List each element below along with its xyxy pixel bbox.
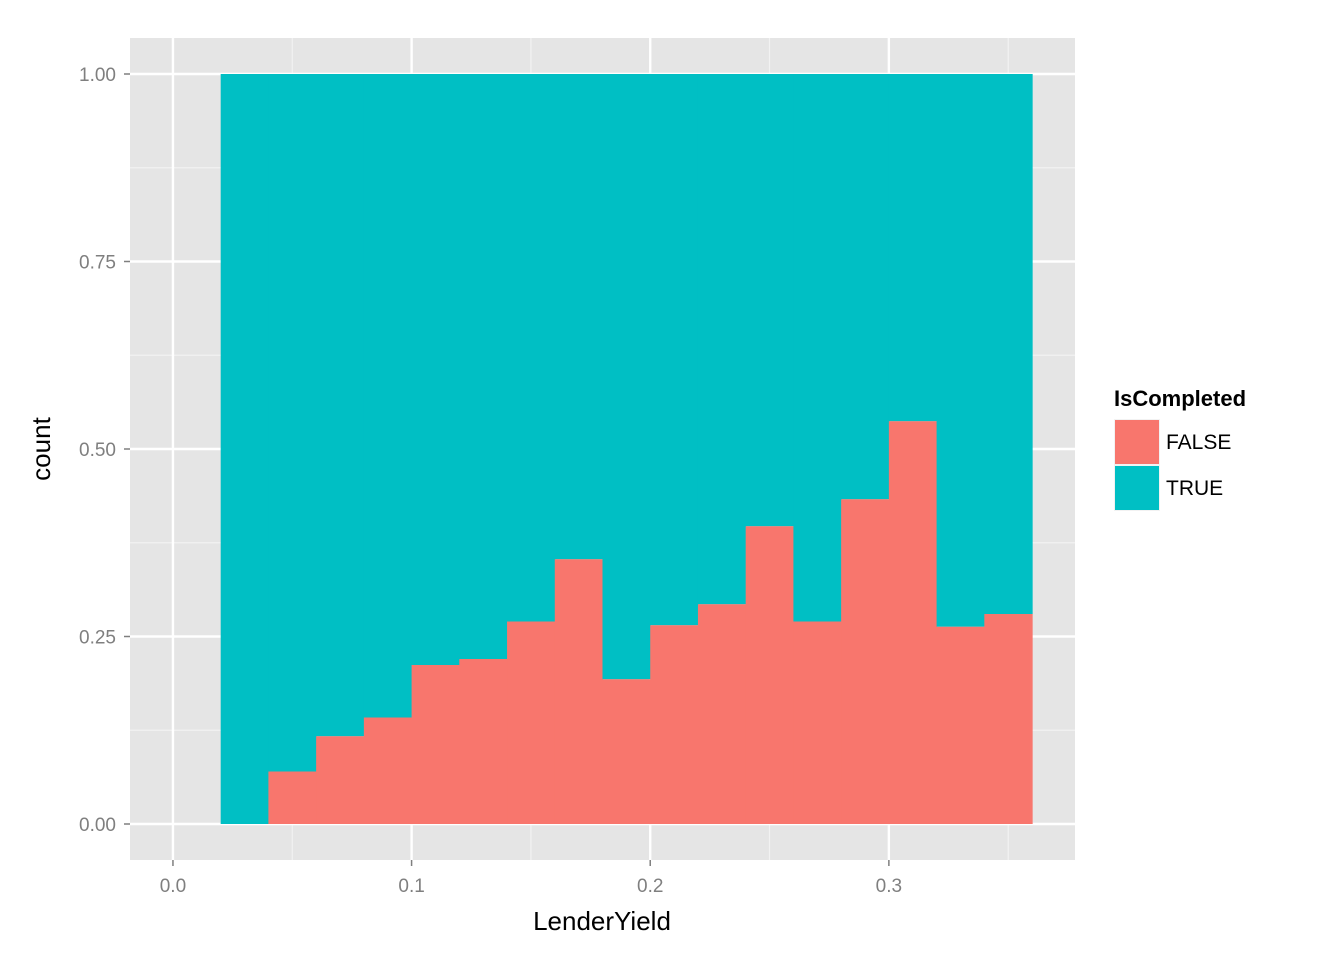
y-tick-label: 0.25 (79, 628, 116, 649)
y-axis: 0.00 0.25 0.50 0.75 1.00 (79, 65, 130, 836)
bar-true-bin-16 (984, 74, 1033, 614)
bar-true-bin-11 (745, 74, 795, 527)
bar-false-bin-12 (793, 621, 842, 824)
bar-true-bin-2 (316, 74, 365, 737)
legend-title: IsCompleted (1114, 386, 1246, 411)
bar-false-bin-14 (888, 421, 938, 824)
legend-key-false (1115, 420, 1159, 464)
y-axis-title: count (26, 416, 56, 480)
bar-true-bin-8 (602, 74, 651, 680)
bar-true-bin-6 (507, 74, 556, 622)
bar-true-bin-12 (793, 74, 842, 622)
legend-label-false: FALSE (1166, 431, 1231, 454)
bar-false-bin-7 (554, 559, 604, 824)
bar-true-bin-10 (697, 74, 747, 605)
x-tick-label: 0.1 (398, 876, 424, 897)
bar-false-bin-3 (363, 717, 413, 824)
bar-false-bin-6 (507, 621, 556, 824)
y-tick-label: 0.50 (79, 440, 116, 461)
bar-true-bin-13 (841, 74, 890, 500)
bar-false-bin-11 (745, 526, 795, 824)
legend-label-true: TRUE (1166, 477, 1223, 500)
bar-false-bin-10 (697, 604, 747, 824)
y-tick-label: 1.00 (79, 65, 116, 86)
bar-true-bin-4 (411, 74, 460, 665)
x-tick-label: 0.2 (637, 876, 663, 897)
bar-false-bin-16 (984, 614, 1033, 824)
bar-false-bin-2 (316, 736, 365, 824)
bar-true-bin-3 (363, 74, 413, 718)
bar-true-bin-0 (220, 74, 270, 824)
bar-false-bin-13 (841, 499, 890, 824)
y-tick-label: 0.00 (79, 815, 116, 836)
legend-key-true (1115, 466, 1159, 510)
legend: IsCompleted FALSE TRUE (1114, 386, 1246, 511)
x-tick-label: 0.0 (160, 876, 186, 897)
x-axis-title: LenderYield (533, 906, 671, 936)
bar-false-bin-9 (650, 625, 699, 824)
bar-false-bin-4 (411, 665, 460, 824)
bar-true-bin-9 (650, 74, 699, 626)
x-tick-label: 0.3 (876, 876, 902, 897)
bar-false-bin-8 (602, 679, 651, 824)
x-axis: 0.0 0.1 0.2 0.3 (160, 860, 902, 897)
bar-false-bin-1 (268, 771, 317, 824)
bar-false-bin-15 (936, 626, 985, 824)
y-tick-label: 0.75 (79, 253, 116, 274)
bar-true-bin-14 (888, 74, 938, 422)
histogram-bars (220, 74, 1033, 824)
bar-true-bin-5 (459, 74, 508, 659)
bar-true-bin-7 (554, 74, 604, 560)
bar-false-bin-5 (459, 659, 508, 824)
bar-true-bin-15 (936, 74, 985, 627)
bar-true-bin-1 (268, 74, 317, 772)
